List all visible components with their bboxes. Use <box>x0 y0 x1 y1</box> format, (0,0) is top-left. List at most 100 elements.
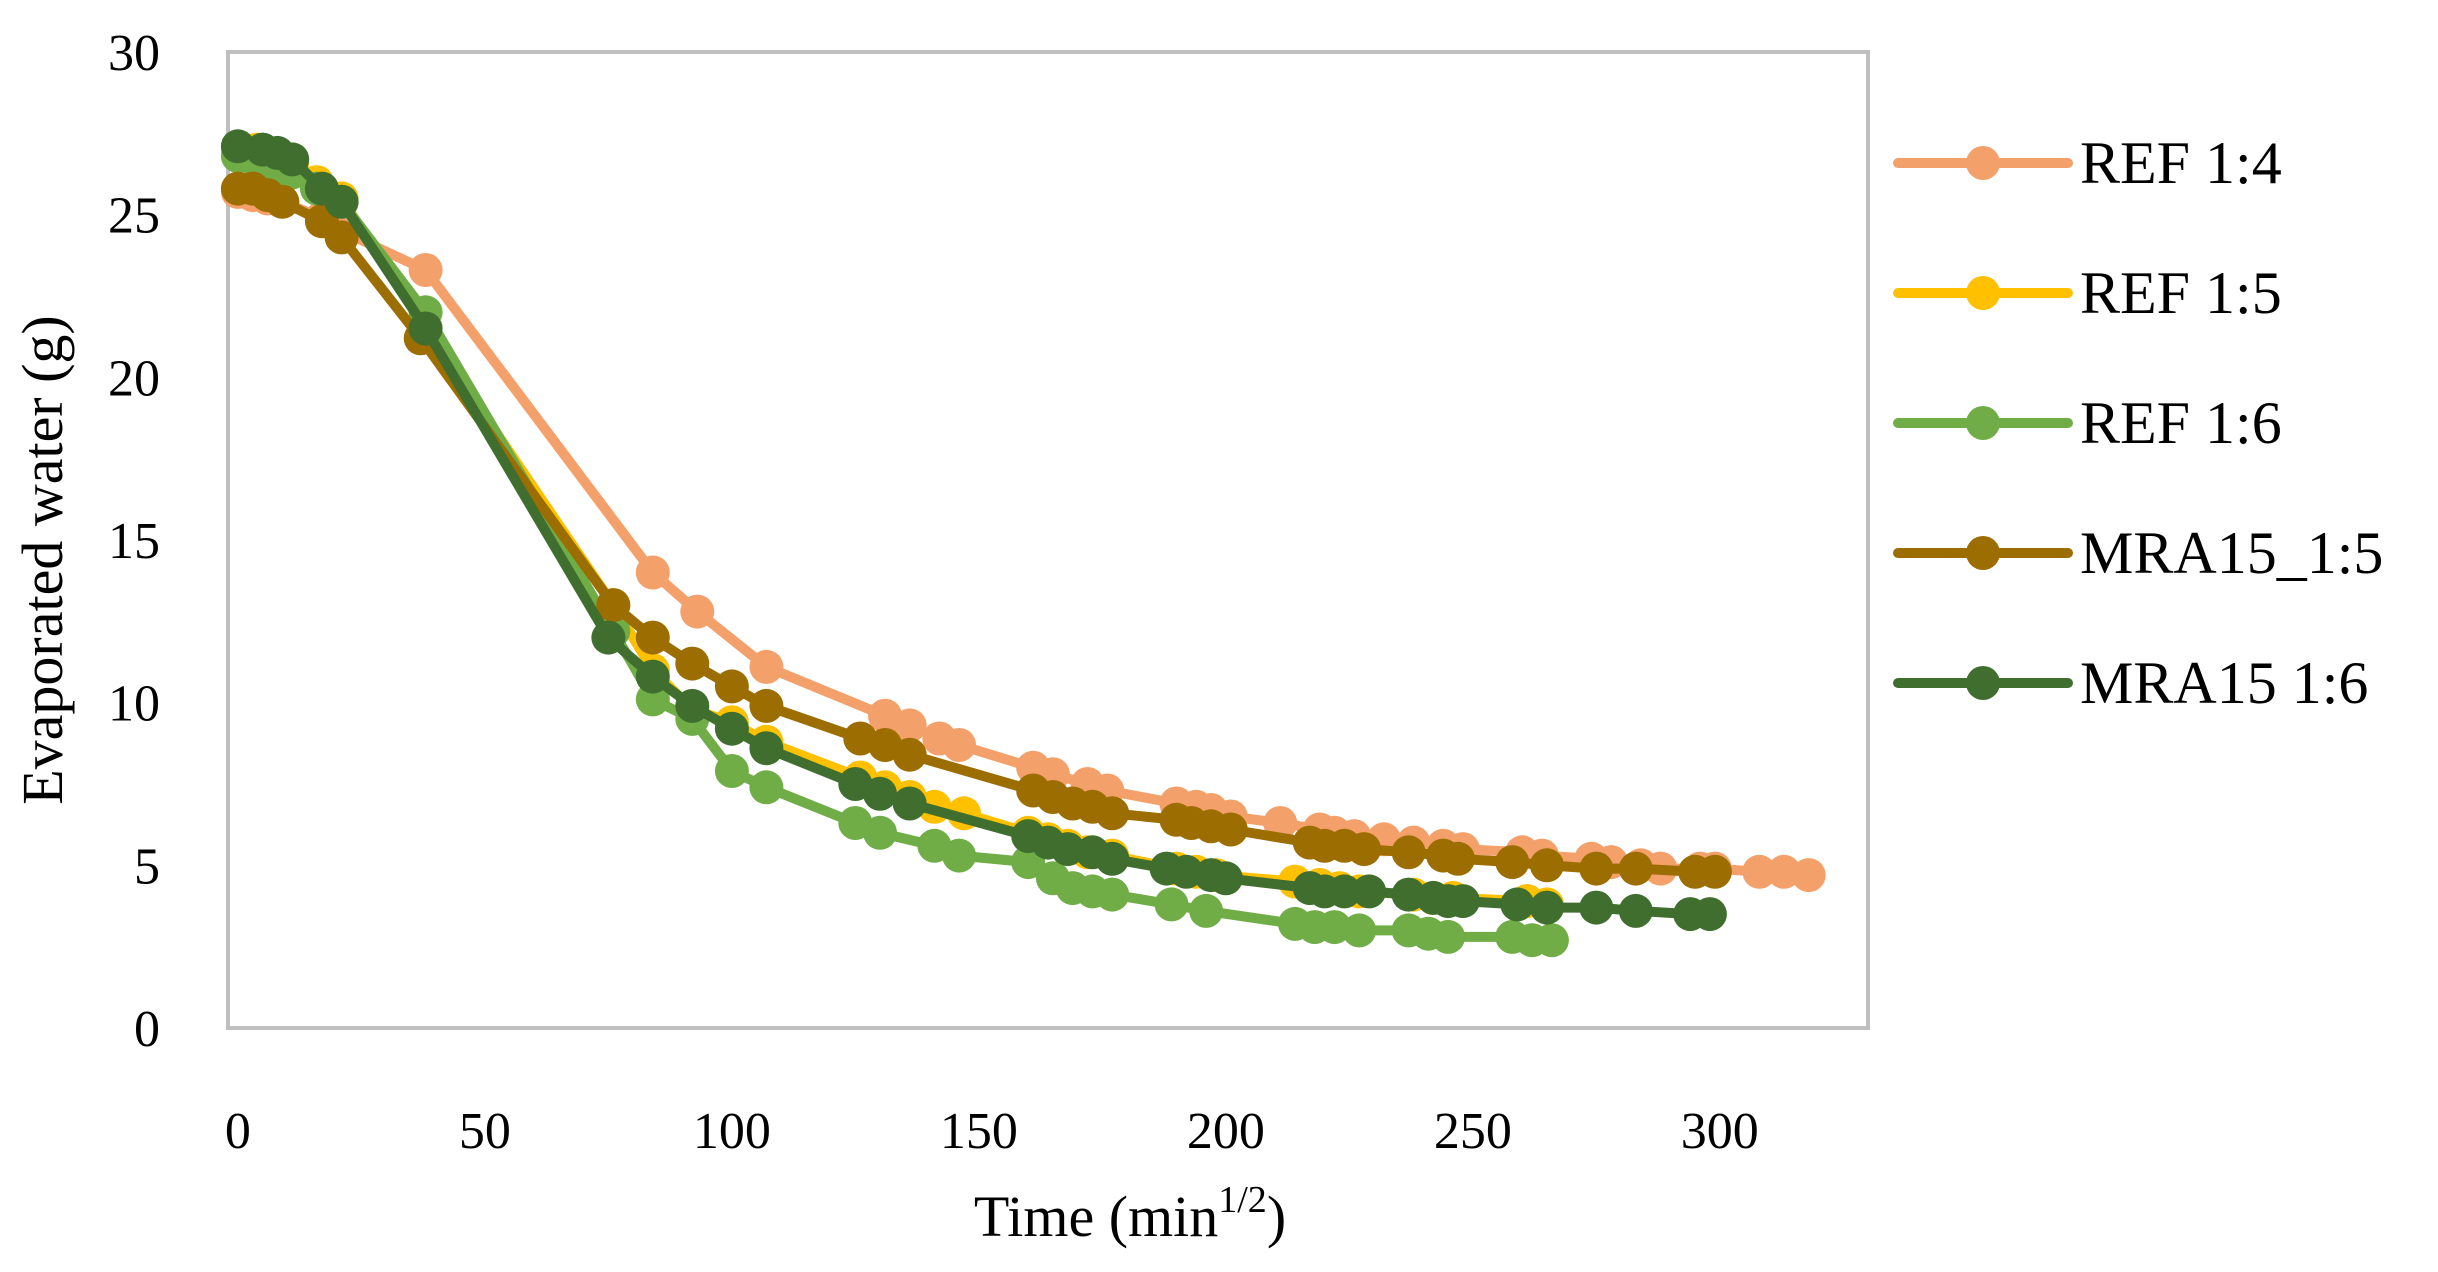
data-point <box>1391 877 1426 912</box>
legend-swatch-marker <box>1966 406 2000 440</box>
data-point <box>265 184 300 219</box>
legend-item: MRA15_1:5 <box>1893 520 2383 586</box>
x-tick-label: 100 <box>693 1103 771 1160</box>
y-tick-label: 20 <box>108 350 160 407</box>
x-axis-title-superscript: 1/2 <box>1218 1179 1267 1221</box>
data-point <box>1154 887 1189 922</box>
legend: REF 1:4 REF 1:5 REF 1:6 MRA15_1:5 MRA15 1:6 <box>1893 130 2383 716</box>
data-point <box>1342 913 1377 948</box>
x-tick-label: 200 <box>1187 1103 1265 1160</box>
data-point <box>1208 861 1243 896</box>
data-point <box>1767 854 1801 889</box>
data-point <box>680 594 715 629</box>
data-point <box>1347 832 1382 867</box>
data-point <box>1529 890 1564 925</box>
legend-swatch-marker <box>1966 666 2000 700</box>
data-point <box>1697 854 1732 889</box>
data-point <box>1618 893 1653 928</box>
data-point <box>1529 848 1564 883</box>
data-point <box>1317 910 1352 945</box>
data-point <box>1213 812 1248 847</box>
data-point <box>596 588 631 623</box>
y-tick-label: 25 <box>108 188 160 245</box>
data-point <box>1327 874 1362 909</box>
data-point <box>635 555 670 590</box>
data-point <box>1095 841 1130 876</box>
legend-item: REF 1:6 <box>1893 390 2282 456</box>
x-tick-label: 0 <box>225 1103 251 1160</box>
legend-swatch-marker <box>1966 276 2000 310</box>
data-point <box>1095 877 1130 912</box>
data-point <box>1445 884 1480 919</box>
legend-swatch-marker <box>1966 146 2000 180</box>
data-point <box>1534 923 1569 958</box>
data-point <box>942 838 977 873</box>
data-point <box>942 728 977 762</box>
data-point <box>714 669 749 704</box>
data-point <box>1791 858 1826 893</box>
x-tick-label: 150 <box>940 1103 1018 1160</box>
data-point <box>749 731 784 766</box>
legend-label: REF 1:4 <box>2080 130 2282 196</box>
y-tick-label: 30 <box>108 25 160 82</box>
data-point <box>1352 874 1387 909</box>
data-point <box>1579 890 1614 925</box>
data-point <box>675 646 710 681</box>
x-axis-title-main: Time (min <box>974 1184 1218 1249</box>
data-point <box>1500 887 1535 922</box>
data-point <box>714 754 749 788</box>
legend-label: REF 1:5 <box>2080 260 2282 326</box>
data-point <box>591 620 626 655</box>
data-point <box>1431 919 1466 954</box>
data-point <box>408 311 443 346</box>
y-axis-title: Evaporated water (g) <box>10 315 75 805</box>
plot-frame <box>226 50 1870 1030</box>
data-point <box>635 620 670 655</box>
data-point <box>1742 854 1777 889</box>
legend-label: REF 1:6 <box>2080 390 2282 456</box>
data-point <box>749 688 784 723</box>
data-point <box>1050 832 1085 867</box>
series-line <box>232 141 1715 920</box>
data-point <box>324 184 359 219</box>
x-tick-label: 50 <box>459 1103 511 1160</box>
data-point <box>1095 796 1130 831</box>
x-tick-label: 300 <box>1681 1103 1759 1160</box>
data-point <box>892 708 927 743</box>
data-point <box>1495 845 1530 880</box>
data-point <box>408 253 443 287</box>
data-point <box>1441 841 1475 876</box>
data-point <box>1189 893 1224 928</box>
legend-label: MRA15_1:5 <box>2080 520 2383 586</box>
y-tick-label: 10 <box>108 676 160 733</box>
data-point <box>1692 897 1727 932</box>
data-point <box>675 688 710 723</box>
series-4 <box>220 129 1727 932</box>
data-point <box>635 659 670 694</box>
x-axis-title: Time (min1/2) <box>974 1179 1286 1249</box>
data-point <box>863 776 897 811</box>
data-point <box>1579 851 1614 886</box>
data-point <box>714 711 749 746</box>
data-point <box>749 649 784 684</box>
data-point <box>749 770 784 805</box>
legend-swatch-marker <box>1966 536 2000 570</box>
data-point <box>324 220 359 255</box>
data-point <box>1169 854 1204 889</box>
legend-item: REF 1:4 <box>1893 130 2282 196</box>
legend-item: REF 1:5 <box>1893 260 2282 326</box>
data-point <box>275 142 310 177</box>
data-point <box>220 129 255 164</box>
x-tick-label: 250 <box>1434 1103 1512 1160</box>
data-point <box>1391 835 1426 870</box>
y-tick-label: 5 <box>134 838 160 895</box>
y-tick-label: 15 <box>108 513 160 570</box>
data-point <box>1618 851 1653 886</box>
y-tick-label: 0 <box>134 1001 160 1058</box>
data-point <box>892 737 927 772</box>
x-axis-title-suffix: ) <box>1267 1184 1286 1249</box>
data-point <box>892 786 927 821</box>
legend-item: MRA15 1:6 <box>1893 650 2368 716</box>
data-point <box>863 815 897 850</box>
